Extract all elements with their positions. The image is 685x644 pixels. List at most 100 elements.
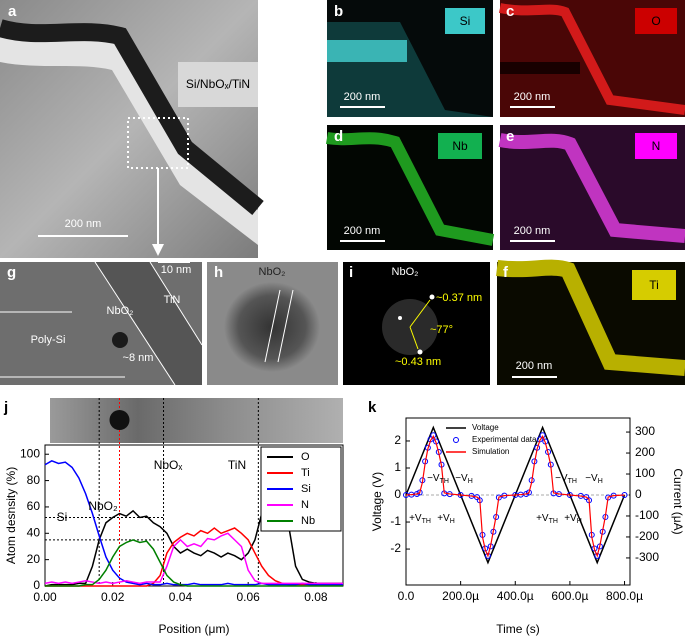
y-tick-label: 0 [394, 487, 401, 501]
data-point [484, 552, 491, 559]
annotation-main: +V [536, 513, 549, 524]
panel-label: g [7, 264, 16, 281]
x-tick-label: 0.02 [101, 590, 125, 604]
element-label: Nb [452, 139, 468, 153]
annotation: −VH [585, 473, 603, 485]
series-line [44, 459, 343, 586]
layer-label: Poly-Si [31, 334, 66, 346]
annotation: +VH [564, 513, 582, 525]
series-line [45, 527, 343, 587]
y-tick-label: 60 [27, 499, 41, 513]
y-axis-label: Atom desnsity (%) [4, 467, 18, 564]
phase-label: NbO₂ [392, 266, 419, 278]
scale-label: 200 nm [514, 91, 551, 103]
element-box [635, 8, 677, 34]
scale-label: 10 nm [161, 264, 192, 276]
panel-label: c [506, 3, 514, 20]
x-tick-label: 600.0µ [551, 589, 588, 603]
vector [409, 299, 431, 328]
y2-axis-label: Current (μA) [671, 468, 685, 534]
y-tick-label: 1 [394, 460, 401, 474]
annotation: +VTH [409, 513, 431, 525]
legend-label: O [301, 451, 310, 463]
panel-a: a Si/NbOₓ/TiN 200 nm [0, 0, 264, 258]
panel-label: k [368, 399, 377, 416]
y-axis-label: Voltage (V) [370, 472, 384, 531]
panel-label: i [349, 264, 353, 281]
map-region [500, 62, 580, 74]
panel-label: e [506, 128, 514, 145]
annotation: Si [57, 510, 68, 524]
map-band [496, 259, 685, 376]
layer-label: TiN [164, 294, 181, 306]
data-point [416, 489, 423, 496]
panel-i: i NbO₂ ~0.37 nm ~77° ~0.43 nm [343, 262, 490, 385]
annotation-sub: TH [549, 518, 558, 525]
element-label: Si [460, 14, 471, 28]
annotation-main: +V [409, 513, 422, 524]
x-tick-label: 800.0µ [606, 589, 643, 603]
lattice-line [264, 289, 281, 363]
annotation-main: +V [437, 513, 450, 524]
annotation-sub: H [577, 518, 582, 525]
y2-tick-label: 100 [635, 466, 655, 480]
y-tick-label: 80 [27, 473, 41, 487]
legend-label: Si [301, 483, 311, 495]
y2-tick-label: -100 [635, 508, 659, 522]
annotation: NbOₓ [154, 458, 183, 472]
y-tick-label: 40 [27, 525, 41, 539]
label-backdrop [178, 62, 258, 107]
film-band [0, 19, 264, 215]
fft-spot [429, 294, 435, 300]
annotation-main: −V [455, 473, 468, 484]
sample-label: Si/NbOₓ/TiN [186, 77, 250, 91]
panel-label: h [214, 264, 223, 281]
fft-spot [417, 349, 423, 355]
y-tick-label: -1 [390, 514, 401, 528]
x-tick-label: 0.04 [169, 590, 193, 604]
scale-label: 200 nm [65, 218, 102, 230]
annotation-main: −V [427, 473, 440, 484]
legend-label: N [301, 499, 309, 511]
annotation: −VTH [427, 473, 449, 485]
y2-tick-label: -200 [635, 529, 659, 543]
layer-region [95, 262, 202, 385]
annotation: +VTH [536, 513, 558, 525]
annotation-sub: H [598, 478, 603, 485]
element-label: Ti [649, 278, 659, 292]
scale-label: 200 nm [344, 91, 381, 103]
angle-label: ~77° [430, 324, 453, 336]
annotation: TiN [228, 458, 246, 472]
y-tick-label: 20 [27, 552, 41, 566]
annotation: +VH [437, 513, 455, 525]
top-layer [0, 30, 258, 245]
element-box [632, 270, 676, 300]
lattice-line [277, 289, 294, 363]
annotation-sub: H [468, 478, 473, 485]
annotation-sub: TH [422, 518, 431, 525]
vector [409, 326, 419, 350]
panel-g: g 10 nm NbO₂ TiN Poly-Si ~8 nm [0, 261, 203, 386]
grain [112, 332, 128, 348]
annotation: −VTH [555, 473, 577, 485]
element-box [635, 133, 677, 159]
map-band [498, 133, 685, 243]
series-line [44, 496, 343, 587]
element-label: N [652, 139, 661, 153]
annotation-main: +V [564, 513, 577, 524]
phase-label: NbO₂ [259, 266, 286, 278]
x-tick-label: 0.08 [304, 590, 328, 604]
legend-label: Voltage [472, 423, 499, 432]
legend-label: Nb [301, 515, 315, 527]
panel-label: b [334, 3, 343, 20]
panel-label: a [8, 3, 17, 20]
arrow-head [152, 244, 164, 256]
boundary [149, 261, 203, 346]
series-line [405, 434, 625, 558]
x-axis-label: Position (μm) [159, 622, 230, 636]
legend-label: Experimental data [472, 435, 537, 444]
legend-label: Ti [301, 467, 310, 479]
x-tick-label: 200.0µ [442, 589, 479, 603]
line-scan-image [50, 398, 343, 443]
